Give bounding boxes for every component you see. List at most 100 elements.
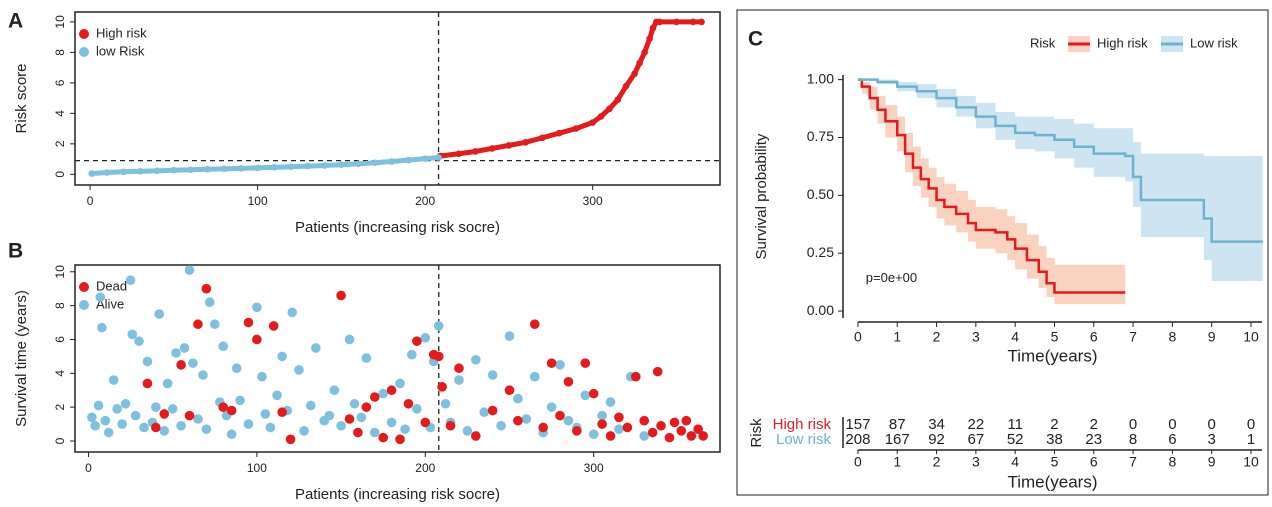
patient-point	[226, 405, 237, 416]
y-tick-label: 0	[53, 437, 67, 444]
risk-table-row-label: High risk	[773, 416, 832, 433]
risk-point	[435, 154, 442, 161]
risk-point	[153, 167, 161, 175]
patient-point	[639, 431, 650, 441]
patient-point	[159, 426, 170, 436]
y-tick-label: 0.25	[807, 244, 834, 260]
at-risk-count: 6	[1168, 431, 1176, 448]
patient-point	[656, 420, 666, 431]
patient-point	[252, 334, 262, 345]
patient-point	[513, 393, 523, 404]
risk-point	[488, 145, 496, 152]
patient-point	[681, 415, 692, 426]
risk-point	[204, 166, 211, 173]
legend-marker	[79, 300, 89, 310]
at-risk-count: 0	[1168, 416, 1176, 433]
patient-point	[462, 426, 473, 436]
y-tick-label: 0.50	[807, 186, 834, 202]
patient-point	[188, 358, 198, 368]
patient-point	[176, 420, 186, 431]
y-tick-label: 2	[53, 140, 67, 147]
at-risk-count: 67	[968, 431, 985, 448]
patient-point	[176, 360, 186, 370]
x-tick-label: 300	[583, 194, 603, 208]
at-risk-count: 1	[1247, 431, 1255, 448]
patient-point	[184, 410, 195, 421]
risk-table-time-label: 1	[893, 454, 901, 470]
patient-point	[90, 420, 101, 431]
patient-point	[487, 370, 498, 380]
patient-point	[100, 415, 111, 426]
at-risk-count: 0	[1247, 416, 1255, 433]
patient-point	[433, 351, 444, 362]
at-risk-count: 38	[1046, 431, 1063, 448]
patient-point	[471, 431, 481, 441]
patient-point	[112, 404, 122, 414]
patient-point	[407, 349, 417, 360]
patient-point	[412, 336, 422, 346]
patient-point	[437, 382, 447, 392]
at-risk-count: 208	[845, 431, 870, 448]
patient-point	[353, 427, 363, 438]
at-risk-count: 2	[1090, 416, 1098, 433]
y-tick-label: 2	[53, 403, 67, 410]
patient-point	[546, 402, 557, 412]
patient-point	[127, 329, 138, 340]
risk-point	[646, 35, 653, 42]
patient-point	[361, 353, 372, 363]
x-tick-label: 3	[972, 329, 980, 345]
patient-point	[151, 402, 161, 412]
at-risk-count: 2	[1050, 416, 1058, 433]
risk-table-time-label: 9	[1208, 454, 1216, 470]
at-risk-count: 34	[928, 416, 945, 433]
risk-table-time-label: 4	[1011, 454, 1019, 470]
patient-point	[555, 410, 565, 421]
x-tick-label: 8	[1168, 329, 1176, 345]
patient-point	[588, 429, 599, 440]
patient-point	[209, 319, 220, 330]
risk-point	[689, 18, 697, 26]
patient-point	[386, 417, 397, 428]
confidence-band	[857, 79, 1126, 307]
patient-point	[400, 424, 410, 434]
x-tick-label: 4	[1011, 329, 1019, 345]
patient-point	[349, 398, 360, 409]
risk-point	[271, 164, 278, 171]
panel-c-border	[736, 9, 1269, 496]
risk-point	[405, 156, 412, 164]
x-tick-label: 7	[1129, 329, 1137, 345]
y-tick-label: 8	[53, 302, 67, 309]
risk-point	[656, 18, 663, 26]
risk-point	[673, 18, 680, 26]
panel-label: C	[748, 28, 763, 51]
risk-point	[237, 165, 245, 172]
risk-point	[388, 158, 395, 165]
patient-point	[231, 363, 242, 374]
patient-point	[87, 412, 97, 423]
patient-point	[369, 392, 380, 402]
patient-point	[167, 404, 178, 414]
patient-point	[204, 297, 215, 308]
risk-point	[88, 170, 96, 177]
patient-point	[669, 417, 680, 428]
survival-curve	[857, 78, 1263, 243]
risk-point	[371, 159, 379, 167]
at-risk-count: 87	[889, 416, 906, 433]
patient-point	[294, 365, 304, 375]
patient-point	[580, 390, 591, 401]
patient-point	[344, 334, 355, 345]
y-tick-label: 10	[53, 265, 67, 279]
x-tick-label: 0	[87, 194, 94, 208]
patient-point	[403, 398, 414, 409]
x-axis-title: Time(years)	[1007, 346, 1097, 365]
x-tick-label: 200	[415, 461, 435, 475]
patient-point	[260, 409, 271, 419]
y-tick-label: 4	[53, 110, 67, 117]
legend-marker	[79, 29, 89, 39]
y-axis-title: Risk score	[13, 63, 30, 133]
patient-point	[369, 427, 380, 438]
risk-point	[220, 165, 228, 173]
patient-point	[529, 371, 540, 382]
risk-point	[338, 161, 345, 169]
patient-point	[454, 363, 464, 374]
